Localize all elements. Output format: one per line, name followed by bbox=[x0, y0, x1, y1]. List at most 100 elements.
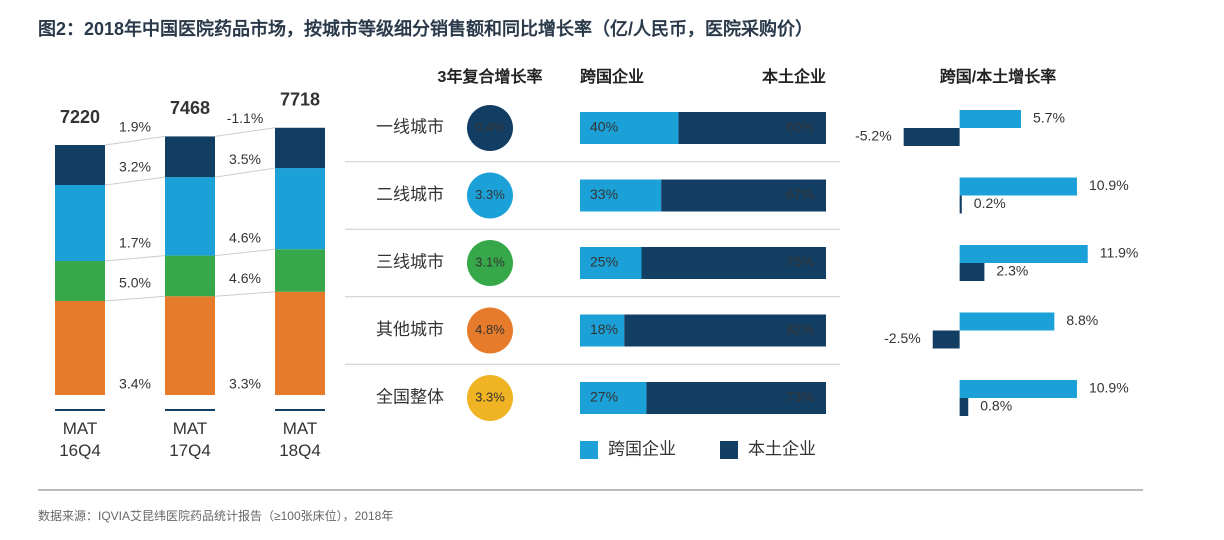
bar-segment bbox=[275, 249, 325, 292]
x-tick-label: MAT 16Q4 bbox=[59, 419, 101, 460]
connector bbox=[104, 295, 166, 302]
growth-bar bbox=[903, 128, 960, 146]
growth-label: 3.2% bbox=[119, 159, 151, 175]
share-bar bbox=[580, 179, 662, 212]
growth-label: -1.1% bbox=[227, 110, 264, 126]
growth-bar bbox=[959, 263, 985, 281]
row-label: 全国整体 bbox=[376, 387, 444, 406]
share-label: 67% bbox=[786, 186, 814, 202]
cagr-badge bbox=[467, 375, 513, 421]
share-bar bbox=[661, 179, 826, 212]
share-label: 73% bbox=[786, 389, 814, 405]
growth-bar bbox=[959, 110, 1021, 128]
bar-segment bbox=[165, 296, 215, 395]
x-tick-label: MAT 17Q4 bbox=[169, 419, 211, 460]
row-label: 一线城市 bbox=[376, 117, 444, 136]
growth-value-label: 5.7% bbox=[1033, 110, 1065, 126]
share-label: 18% bbox=[590, 321, 618, 337]
column-header: 跨国企业 bbox=[580, 67, 644, 86]
cagr-label: 3.1% bbox=[475, 254, 505, 269]
share-bar bbox=[580, 112, 679, 144]
growth-value-label: 10.9% bbox=[1089, 380, 1129, 396]
total-label: 7468 bbox=[170, 98, 210, 118]
growth-label: 1.9% bbox=[119, 119, 151, 135]
cagr-badge bbox=[467, 240, 513, 286]
connector bbox=[104, 255, 166, 262]
cagr-label: 3.3% bbox=[475, 389, 505, 404]
share-label: 25% bbox=[590, 254, 618, 270]
legend-label: 跨国企业 bbox=[608, 439, 676, 458]
growth-label: 3.5% bbox=[229, 151, 261, 167]
growth-bar bbox=[959, 195, 962, 214]
connector bbox=[214, 291, 276, 297]
cagr-label: 0.4% bbox=[475, 119, 505, 134]
bar-segment bbox=[55, 184, 105, 262]
share-bar bbox=[641, 247, 826, 279]
source: 数据来源：IQVIA艾昆纬医院药品统计报告（≥100张床位），2018年 bbox=[38, 508, 393, 523]
share-label: 60% bbox=[786, 119, 814, 135]
growth-label: 5.0% bbox=[119, 275, 151, 291]
share-bar bbox=[580, 247, 642, 279]
column-header: 本土企业 bbox=[762, 67, 826, 86]
connector bbox=[104, 135, 166, 146]
bar-segment bbox=[165, 177, 215, 256]
bar-segment bbox=[275, 127, 325, 169]
bar-segment bbox=[275, 168, 325, 250]
growth-label: 1.7% bbox=[119, 235, 151, 251]
growth-bar bbox=[959, 177, 1077, 196]
row-label: 其他城市 bbox=[376, 320, 444, 339]
total-growth-label: 3.4% bbox=[119, 376, 151, 392]
share-bar bbox=[580, 314, 625, 347]
total-label: 7220 bbox=[60, 107, 100, 127]
growth-value-label: 0.8% bbox=[980, 398, 1012, 414]
x-tick-label: MAT 18Q4 bbox=[279, 419, 321, 460]
share-label: 40% bbox=[590, 119, 618, 135]
connector bbox=[104, 176, 166, 186]
share-bar bbox=[580, 382, 647, 414]
growth-bar bbox=[959, 312, 1055, 331]
bar-segment bbox=[165, 255, 215, 297]
bar-segment bbox=[55, 261, 105, 301]
growth-value-label: 10.9% bbox=[1089, 177, 1129, 193]
growth-value-label: -5.2% bbox=[855, 128, 892, 144]
cagr-label: 4.8% bbox=[475, 322, 505, 337]
legend-swatch bbox=[580, 441, 598, 459]
share-label: 82% bbox=[786, 321, 814, 337]
bar-segment bbox=[275, 291, 325, 395]
bar-segment bbox=[165, 136, 215, 178]
panel-title: 跨国/本土增长率 bbox=[940, 67, 1056, 86]
connector bbox=[214, 248, 276, 257]
share-label: 33% bbox=[590, 186, 618, 202]
growth-label: 4.6% bbox=[229, 229, 261, 245]
row-label: 二线城市 bbox=[376, 185, 444, 204]
cagr-badge bbox=[467, 307, 513, 354]
growth-value-label: 2.3% bbox=[996, 263, 1028, 279]
bar-segment bbox=[55, 300, 105, 395]
growth-bar bbox=[932, 330, 960, 349]
share-bar bbox=[678, 112, 826, 144]
column-header: 3年复合增长率 bbox=[438, 67, 543, 86]
share-label: 27% bbox=[590, 389, 618, 405]
growth-label: 4.6% bbox=[229, 270, 261, 286]
growth-bar bbox=[959, 380, 1077, 398]
share-label: 75% bbox=[786, 254, 814, 270]
legend-swatch bbox=[720, 441, 738, 459]
growth-value-label: 8.8% bbox=[1066, 312, 1098, 328]
cagr-label: 3.3% bbox=[475, 187, 505, 202]
cagr-badge bbox=[467, 105, 513, 151]
growth-value-label: -2.5% bbox=[884, 330, 921, 346]
growth-value-label: 11.9% bbox=[1100, 245, 1139, 261]
connector bbox=[214, 127, 276, 137]
total-growth-label: 3.3% bbox=[229, 376, 261, 392]
growth-value-label: 0.2% bbox=[974, 195, 1006, 211]
total-label: 7718 bbox=[280, 90, 320, 110]
title: 图2：2018年中国医院药品市场，按城市等级细分销售额和同比增长率（亿/人民币，… bbox=[38, 18, 813, 39]
growth-bar bbox=[959, 245, 1088, 263]
legend-label: 本土企业 bbox=[748, 439, 816, 458]
cagr-badge bbox=[467, 172, 513, 219]
bar-segment bbox=[55, 145, 105, 185]
share-bar bbox=[624, 314, 826, 347]
growth-bar bbox=[959, 398, 969, 416]
row-label: 三线城市 bbox=[376, 252, 444, 271]
